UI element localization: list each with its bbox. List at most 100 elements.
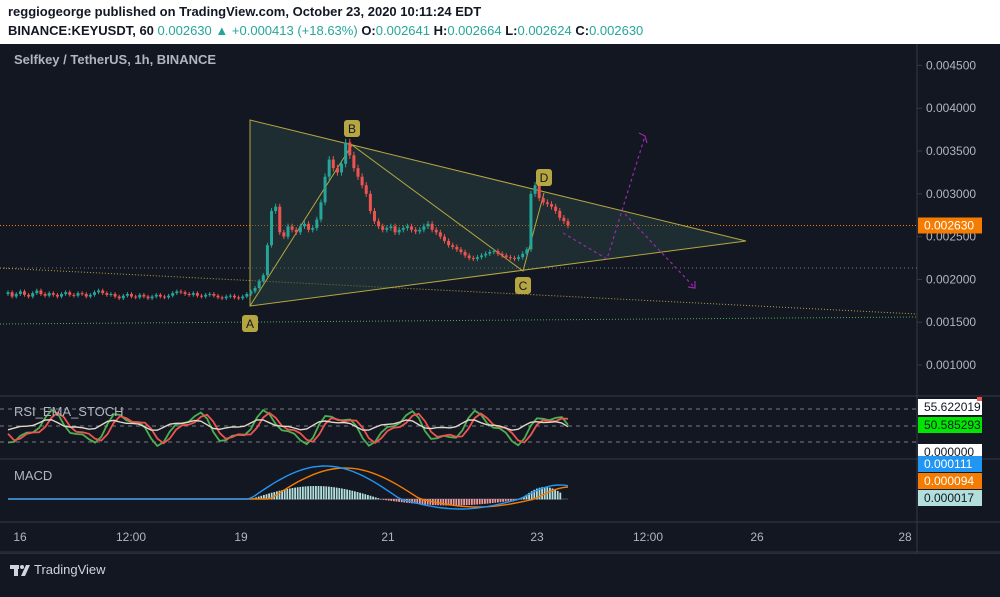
macd-histogram-bar [463, 499, 465, 506]
x-tick-label: 26 [750, 530, 764, 544]
macd-histogram-bar [276, 491, 278, 500]
macd-histogram-bar [278, 490, 281, 500]
candle-body [204, 294, 208, 297]
macd-value-tag [918, 456, 982, 472]
candle-body [142, 294, 146, 297]
candle-body [451, 245, 455, 247]
candle-body [550, 204, 554, 207]
macd-histogram-bar [494, 499, 497, 503]
candle-body [442, 236, 446, 241]
candle-body [286, 226, 290, 237]
publish-header: reggiogeorge published on TradingView.co… [0, 0, 1000, 44]
macd-histogram-bar [364, 494, 367, 500]
footer: TradingView [0, 553, 1000, 588]
macd-histogram-bar [286, 488, 289, 500]
candle-body [541, 198, 545, 203]
candle-body [216, 295, 220, 298]
candle-body [315, 219, 319, 229]
macd-histogram-bar [489, 499, 491, 504]
macd-histogram-bar [450, 499, 452, 506]
pattern-point-label: B [348, 122, 356, 136]
rsi-value-tag [918, 399, 982, 415]
macd-value-tag [918, 473, 982, 489]
candle-body [422, 226, 426, 230]
y-tick-label: 0.002000 [926, 272, 976, 286]
last-price: 0.002630 [157, 23, 212, 38]
candle-body [533, 185, 537, 194]
candle-body [224, 296, 228, 299]
macd-histogram-bar [294, 487, 296, 500]
rsi-indicator-label: RSI_EMA_STOCH [14, 404, 124, 419]
candle-body [488, 252, 492, 254]
low-value: 0.002624 [517, 23, 572, 38]
macd-histogram-bar [283, 489, 286, 500]
macd-histogram-bar [380, 499, 382, 500]
macd-histogram-bar [333, 487, 335, 500]
candle-body [195, 293, 199, 296]
candle-body [232, 295, 236, 298]
candle-body [319, 202, 323, 220]
macd-histogram-bar [315, 486, 317, 500]
macd-histogram-bar [377, 498, 380, 500]
macd-histogram-bar [325, 486, 328, 500]
candle-body [327, 159, 331, 177]
macd-histogram-bar [260, 495, 263, 500]
low-label: L: [505, 23, 518, 38]
candle-body [455, 246, 459, 250]
macd-histogram-bar [309, 486, 312, 500]
candle-body [311, 228, 315, 230]
macd-histogram-bar [390, 499, 393, 501]
high-value: 0.002664 [447, 23, 502, 38]
macd-histogram-bar [520, 498, 523, 500]
macd-histogram-bar [525, 494, 528, 500]
rsi-stoch-d-line [7, 411, 569, 445]
macd-histogram-bar [465, 499, 468, 506]
pattern-point-label: C [519, 279, 528, 293]
candle-body [344, 142, 348, 164]
macd-histogram-bar [445, 499, 447, 506]
candle-body [134, 296, 138, 298]
projection-path-down [624, 213, 696, 289]
macd-histogram-bar [421, 499, 424, 505]
candle-body [467, 255, 471, 259]
rsi-value-text: 0.000000 [924, 445, 974, 459]
macd-histogram-bar [504, 499, 507, 502]
candle-body [121, 295, 125, 299]
macd-histogram-bar [533, 489, 536, 500]
macd-histogram-bar [328, 486, 330, 500]
macd-histogram-bar [351, 490, 354, 500]
macd-histogram-bar [317, 486, 320, 500]
macd-indicator-label: MACD [14, 468, 53, 483]
candle-body [385, 228, 389, 230]
candle-body [14, 293, 18, 297]
x-tick-label: 12:00 [116, 530, 146, 544]
candle-body [426, 223, 430, 227]
ticker-label: BINANCE:KEYUSDT, 60 [8, 23, 154, 38]
candle-body [307, 223, 311, 230]
candle-body [212, 293, 216, 296]
candle-body [109, 293, 113, 295]
macd-histogram-bar [413, 499, 416, 504]
candle-body [545, 202, 549, 205]
macd-value-text: 0.000111 [924, 457, 973, 471]
candle-body [294, 229, 298, 233]
macd-histogram-bar [442, 499, 445, 506]
macd-histogram-bar [551, 488, 554, 500]
macd-histogram-bar [320, 486, 322, 500]
macd-histogram-bar [338, 488, 341, 500]
candle-body [171, 293, 175, 296]
abcd-pattern-line [249, 144, 545, 307]
candle-body [554, 206, 558, 211]
chart-canvas[interactable]: 16 12:00 19 21 23 12:00 26 28 0.004500 0.004000 0.… [0, 44, 1000, 597]
y-tick-label: 0.003500 [926, 144, 976, 158]
rsi-value-tag [918, 417, 982, 433]
candle-body [55, 294, 59, 297]
macd-histogram-bar [499, 499, 502, 503]
triangle-pattern [249, 119, 747, 307]
macd-histogram-bar [343, 488, 346, 500]
macd-histogram-bar [354, 491, 356, 500]
macd-histogram-bar [322, 486, 325, 500]
candle-body [562, 217, 566, 222]
candle-body [434, 229, 438, 233]
candle-body [257, 281, 261, 288]
